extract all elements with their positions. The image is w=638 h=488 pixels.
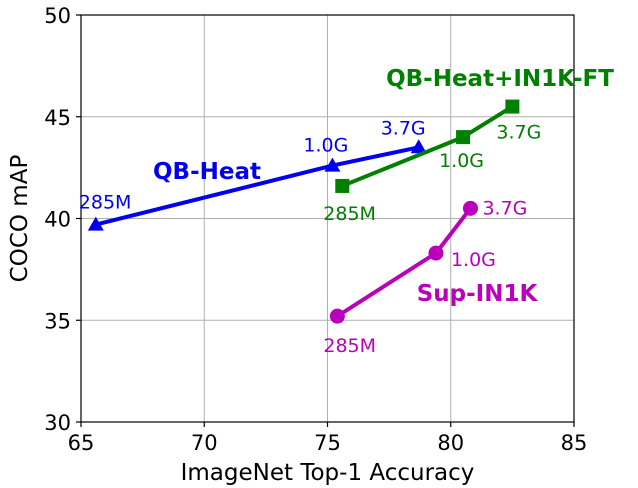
data-point-label: 3.7G: [482, 197, 527, 219]
data-point-triangle: [324, 157, 341, 172]
data-point-label: 3.7G: [381, 117, 426, 139]
data-point-label: 1.0G: [439, 150, 484, 172]
x-axis-title: ImageNet Top-1 Accuracy: [181, 460, 475, 486]
series-sup-in1k: 285M 1.0G 3.7G Sup-IN1K: [323, 197, 538, 357]
x-tick-label: 65: [68, 431, 95, 455]
data-point-label: 285M: [323, 335, 376, 357]
y-tick-label: 45: [44, 106, 71, 130]
data-point-triangle: [87, 216, 104, 231]
y-tick-label: 40: [44, 208, 71, 232]
axis-ticks: 65 70 75 80 85 30 35 40 45 50: [44, 4, 587, 455]
series-name-label: Sup-IN1K: [417, 281, 539, 307]
data-point-label: 1.0G: [451, 249, 496, 271]
data-point-label: 1.0G: [303, 135, 348, 157]
data-point-square: [335, 178, 350, 193]
x-tick-label: 85: [561, 431, 588, 455]
series-name-label: QB-Heat: [153, 159, 261, 185]
data-point-label: 285M: [323, 203, 376, 225]
data-point-triangle: [410, 139, 427, 154]
y-tick-label: 35: [44, 309, 71, 333]
data-point-square: [505, 99, 520, 114]
series-qb-heat-in1k-ft: 285M 1.0G 3.7G QB-Heat+IN1K-FT: [323, 66, 614, 225]
x-tick-label: 75: [314, 431, 341, 455]
series-qb-heat: 285M 1.0G 3.7G QB-Heat: [79, 117, 427, 231]
data-point-circle: [462, 200, 478, 216]
series-name-label: QB-Heat+IN1K-FT: [386, 66, 614, 92]
series-line: [341, 104, 514, 188]
data-point-circle: [428, 245, 444, 261]
y-axis-title: COCO mAP: [7, 155, 33, 283]
x-tick-label: 80: [437, 431, 464, 455]
data-point-label: 3.7G: [496, 122, 541, 144]
data-point-label: 285M: [79, 192, 132, 214]
data-point-circle: [329, 308, 345, 324]
data-point-square: [456, 130, 471, 145]
series-layer: 285M 1.0G 3.7G QB-Heat 285M 1.0G 3.7G QB-Heat+I…: [79, 66, 614, 357]
y-tick-label: 50: [44, 4, 71, 28]
x-tick-label: 70: [191, 431, 218, 455]
y-tick-label: 30: [44, 411, 71, 435]
